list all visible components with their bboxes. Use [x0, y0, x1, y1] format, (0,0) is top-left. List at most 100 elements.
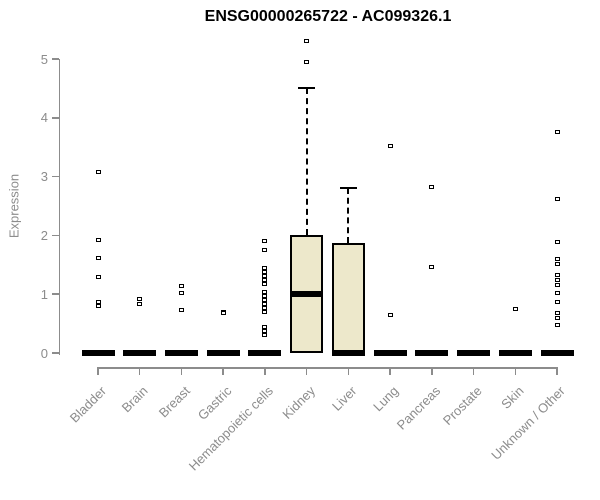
outlier-point: [262, 248, 268, 253]
boxplot-median: [331, 350, 365, 356]
outlier-point: [554, 311, 560, 316]
chart-title: ENSG00000265722 - AC099326.1: [204, 8, 452, 25]
x-tick: [264, 367, 266, 375]
outlier-point: [262, 310, 268, 315]
boxplot-median: [164, 350, 198, 356]
outlier-point: [95, 169, 101, 174]
y-tick: [51, 352, 59, 354]
boxplot-median: [290, 291, 324, 298]
outlier-point: [554, 282, 560, 287]
boxplot-median: [248, 350, 282, 356]
boxplot-median: [206, 350, 240, 356]
x-category-label: Bladder: [67, 383, 110, 426]
x-tick: [347, 367, 350, 375]
boxplot-median: [498, 350, 532, 356]
x-category-label: Gastric: [194, 383, 235, 423]
x-tick: [138, 367, 141, 375]
x-tick: [431, 367, 433, 375]
outlier-point: [95, 238, 101, 243]
outlier-point: [220, 311, 226, 316]
y-tick-label: 3: [40, 169, 48, 185]
x-category-label: Breast: [155, 383, 193, 421]
x-tick: [556, 367, 558, 375]
outlier-point: [178, 291, 184, 296]
outlier-point: [304, 39, 310, 44]
x-tick: [514, 367, 517, 375]
x-category-label: Liver: [329, 383, 360, 414]
outlier-point: [512, 306, 518, 311]
y-tick-label: 2: [40, 227, 48, 243]
outlier-point: [554, 239, 560, 244]
outlier-point: [95, 274, 101, 279]
x-tick: [472, 367, 475, 375]
boxplot-whisker: [305, 88, 308, 236]
y-tick: [51, 58, 59, 60]
y-tick-label: 0: [40, 345, 48, 361]
x-tick: [305, 367, 308, 375]
outlier-point: [304, 59, 310, 64]
outlier-point: [262, 289, 268, 294]
x-category-label: Pancreas: [393, 383, 444, 433]
y-tick: [51, 293, 59, 295]
outlier-point: [554, 256, 560, 261]
outlier-point: [137, 302, 143, 307]
y-tick-label: 1: [40, 286, 48, 302]
y-tick: [51, 117, 59, 119]
x-category-label: Kidney: [279, 383, 318, 422]
outlier-point: [554, 129, 560, 134]
x-tick: [222, 367, 224, 375]
x-tick: [180, 367, 183, 375]
x-axis-line: [97, 367, 558, 369]
x-category-label: Brain: [118, 383, 152, 416]
outlier-point: [554, 196, 560, 201]
outlier-point: [178, 308, 184, 313]
outlier-point: [262, 265, 268, 270]
x-category-label: Skin: [498, 383, 527, 412]
y-tick-label: 5: [40, 51, 48, 67]
boxplot-median: [457, 350, 491, 356]
boxplot-median: [373, 350, 407, 356]
outlier-point: [554, 315, 560, 320]
outlier-point: [554, 291, 560, 296]
outlier-point: [178, 283, 184, 288]
outlier-point: [262, 293, 268, 298]
outlier-point: [262, 302, 268, 307]
outlier-point: [262, 325, 268, 330]
outlier-point: [262, 298, 268, 303]
y-axis-line: [58, 59, 60, 355]
boxplot-median: [540, 350, 574, 356]
y-tick: [51, 234, 59, 237]
outlier-point: [262, 306, 268, 311]
outlier-point: [387, 144, 393, 149]
outlier-point: [137, 296, 143, 301]
outlier-point: [95, 256, 101, 261]
whisker-cap: [339, 187, 357, 190]
outlier-point: [262, 239, 268, 244]
outlier-point: [387, 312, 393, 317]
outlier-point: [262, 333, 268, 338]
outlier-point: [262, 269, 268, 274]
x-category-label: Lung: [370, 383, 402, 415]
outlier-point: [429, 185, 435, 190]
boxplot-median: [81, 350, 115, 356]
outlier-point: [429, 265, 435, 270]
x-tick: [97, 367, 99, 375]
outlier-point: [554, 322, 560, 327]
outlier-point: [262, 278, 268, 283]
boxplot-median: [123, 350, 157, 356]
whisker-cap: [298, 87, 316, 90]
x-tick: [389, 367, 391, 375]
outlier-point: [95, 303, 101, 308]
y-tick-label: 4: [40, 110, 48, 126]
outlier-point: [262, 329, 268, 334]
outlier-point: [95, 299, 101, 304]
outlier-point: [554, 272, 560, 277]
outlier-point: [554, 278, 560, 283]
boxplot-median: [415, 350, 449, 356]
x-category-label: Prostate: [440, 383, 485, 429]
boxplot-whisker: [347, 188, 350, 244]
y-tick: [51, 175, 59, 178]
boxplot-box: [331, 243, 365, 353]
outlier-point: [554, 299, 560, 304]
